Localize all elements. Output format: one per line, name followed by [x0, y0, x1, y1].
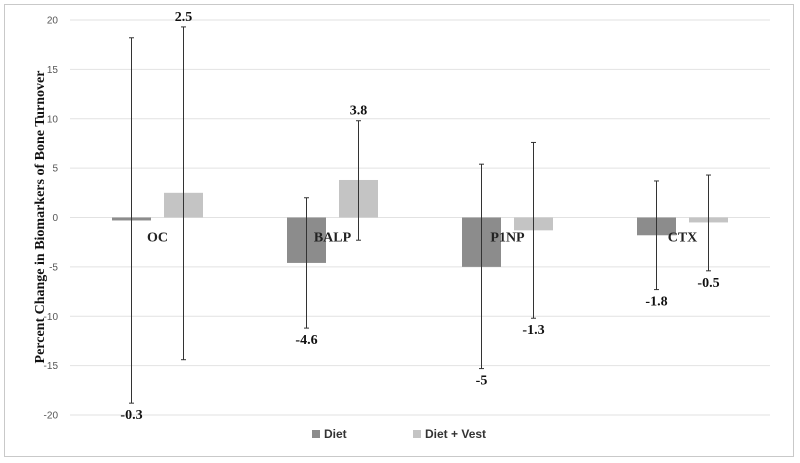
y-axis-label: Percent Change in Biomarkers of Bone Tur…: [33, 71, 48, 364]
data-label: 3.8: [350, 104, 368, 119]
gridlines: [70, 19, 770, 416]
bars: [112, 179, 728, 267]
category-label-balp: BALP: [314, 231, 352, 246]
data-labels: -0.3 2.5 -4.6 3.8 -5 -1.3 -1.8 -0.5: [120, 10, 719, 423]
category-label-ctx: CTX: [668, 231, 698, 246]
data-label: -1.8: [645, 295, 667, 310]
y-tick-label: 5: [52, 164, 58, 175]
error-bars: [129, 26, 711, 404]
category-labels: OC BALP P1NP CTX: [147, 231, 697, 246]
y-tick-label: 10: [47, 114, 59, 125]
category-label-p1np: P1NP: [490, 231, 525, 246]
legend: Diet Diet + Vest: [312, 427, 486, 441]
category-label-oc: OC: [147, 231, 168, 246]
data-label: -0.3: [120, 408, 142, 423]
y-tick-label: 0: [52, 213, 58, 224]
y-tick-label: -10: [44, 312, 59, 323]
y-tick-label: 15: [47, 65, 59, 76]
y-tick-label: -15: [44, 361, 59, 372]
y-tick-label: -20: [44, 411, 59, 422]
y-axis-ticks: -20 -15 -10 -5 0 5 10 15 20: [44, 16, 59, 422]
legend-label-diet: Diet: [324, 427, 347, 441]
y-tick-label: -5: [49, 262, 58, 273]
data-label: 2.5: [175, 10, 193, 25]
legend-swatch-diet-vest: [413, 430, 421, 438]
data-label: -4.6: [295, 333, 317, 348]
y-tick-label: 20: [47, 16, 59, 27]
data-label: -1.3: [522, 323, 544, 338]
data-label: -5: [476, 374, 488, 389]
legend-swatch-diet: [312, 430, 320, 438]
data-label: -0.5: [697, 276, 719, 291]
legend-label-diet-vest: Diet + Vest: [425, 427, 486, 441]
